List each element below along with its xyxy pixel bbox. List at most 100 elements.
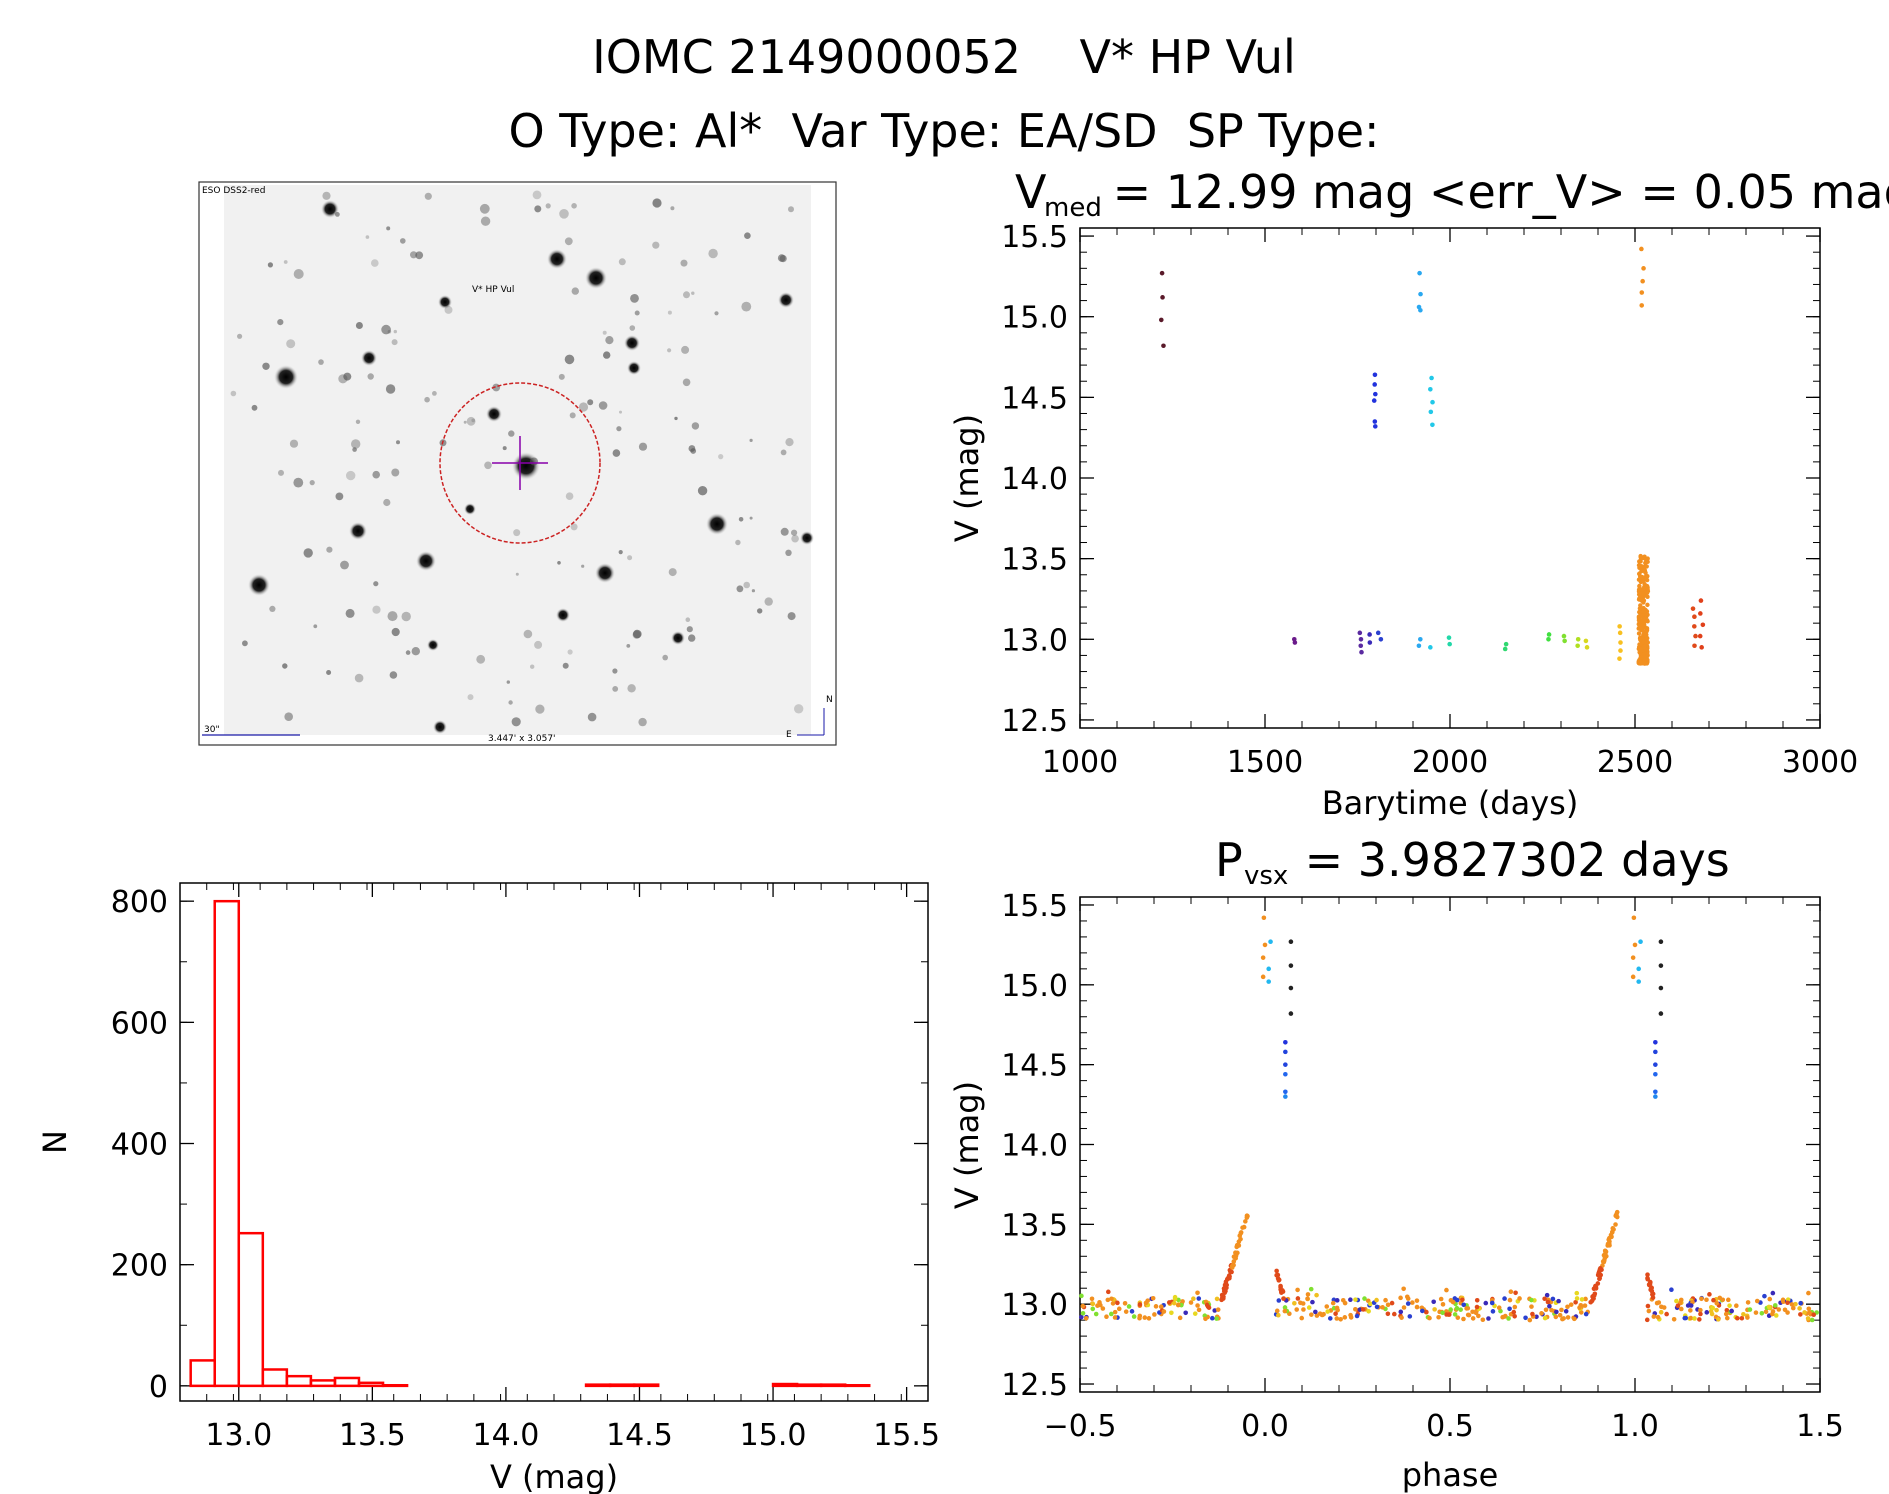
lightcurve-point: [1373, 391, 1378, 397]
phased-point: [1798, 1300, 1804, 1306]
phased-point: [1645, 1272, 1650, 1277]
phased-point: [1474, 1304, 1480, 1310]
lightcurve-ylabel: V (mag): [948, 414, 986, 542]
lightcurve-point: [1372, 419, 1378, 424]
phased-point: [1146, 1316, 1152, 1321]
phased-point: [1143, 1300, 1149, 1306]
star: [630, 294, 639, 303]
star: [735, 539, 741, 546]
phased-point: [1283, 1040, 1288, 1045]
phased-point: [1357, 1307, 1363, 1312]
phased-point: [1131, 1314, 1137, 1319]
phased-point: [1592, 1293, 1597, 1298]
phased-point: [1126, 1304, 1132, 1309]
star: [780, 449, 787, 456]
phased-point: [1583, 1311, 1589, 1317]
star: [351, 439, 361, 449]
star: [595, 563, 615, 583]
phased-point: [1223, 1279, 1229, 1285]
phased-point: [1171, 1300, 1177, 1306]
star: [530, 457, 538, 466]
star: [415, 251, 424, 260]
phased-point: [1698, 1311, 1703, 1317]
star: [800, 531, 814, 545]
phased-point: [1229, 1269, 1234, 1275]
phased-point: [1578, 1310, 1584, 1315]
x-tick-label: 1500: [1227, 745, 1303, 780]
star: [506, 680, 510, 684]
phased-point: [1080, 1311, 1086, 1316]
phased-point: [1282, 1305, 1288, 1310]
phased-point: [1240, 1225, 1245, 1230]
lightcurve-point: [1161, 343, 1166, 349]
phased-point: [1655, 1314, 1661, 1320]
histogram-xlabel: V (mag): [490, 1458, 618, 1494]
phased-point: [1599, 1267, 1604, 1273]
phased-point: [1153, 1304, 1159, 1309]
star: [237, 333, 243, 339]
star: [605, 336, 614, 345]
star: [386, 226, 391, 231]
star: [638, 442, 648, 451]
phased-point: [1543, 1307, 1549, 1313]
star: [345, 608, 355, 618]
star: [743, 581, 750, 589]
phased-point: [1724, 1315, 1730, 1321]
phased-point: [1204, 1302, 1210, 1308]
phased-point: [1461, 1316, 1466, 1322]
star: [508, 700, 513, 705]
phased-point: [1470, 1309, 1475, 1315]
star: [749, 516, 753, 520]
lightcurve-point: [1637, 574, 1643, 579]
phased-point: [1638, 939, 1643, 945]
star: [480, 216, 491, 226]
star: [674, 416, 678, 421]
star: [248, 574, 270, 596]
phased-point: [1563, 1308, 1569, 1314]
phased-point: [1656, 1300, 1662, 1305]
lightcurve-point: [1641, 600, 1646, 605]
phased-point: [1577, 1305, 1582, 1310]
star: [396, 440, 400, 445]
star: [559, 209, 569, 219]
star: [616, 426, 622, 432]
lightcurve-point: [1645, 619, 1650, 624]
phased-xlabel: phase: [1402, 1456, 1499, 1494]
lightcurve-point: [1428, 409, 1434, 415]
y-tick-label: 600: [111, 1006, 168, 1041]
star: [777, 254, 786, 262]
star: [629, 325, 636, 331]
lightcurve-point: [1642, 554, 1647, 559]
phased-point: [1231, 1254, 1237, 1260]
phased-point: [1283, 1094, 1288, 1099]
lightcurve-point: [1692, 624, 1697, 629]
phased-point: [1305, 1292, 1311, 1297]
phased-point: [1180, 1299, 1185, 1304]
lightcurve-point: [1447, 641, 1452, 647]
star: [667, 310, 672, 315]
phased-point: [1557, 1312, 1563, 1318]
phased-point: [1342, 1315, 1348, 1320]
phased-point: [1553, 1314, 1559, 1320]
phased-point: [1452, 1312, 1458, 1317]
phased-point: [1295, 1296, 1301, 1301]
phased-point: [1431, 1299, 1436, 1305]
lightcurve-point: [1644, 636, 1650, 641]
phased-point: [1080, 1303, 1086, 1309]
east-label: E: [786, 730, 792, 740]
phased-point: [1609, 1234, 1614, 1239]
phased-point: [1613, 1213, 1619, 1218]
star: [367, 373, 374, 380]
y-tick-label: 14.0: [1001, 462, 1068, 497]
phased-point: [1169, 1310, 1174, 1316]
phased-point: [1476, 1313, 1481, 1319]
star: [626, 644, 631, 648]
phased-point: [1106, 1289, 1111, 1295]
phased-point: [1781, 1299, 1786, 1305]
phased-point: [1762, 1293, 1767, 1299]
phased-point: [1658, 1011, 1664, 1016]
phased-point: [1195, 1290, 1200, 1296]
star: [508, 430, 515, 437]
lightcurve-point: [1367, 640, 1373, 645]
phased-point: [1348, 1297, 1353, 1303]
